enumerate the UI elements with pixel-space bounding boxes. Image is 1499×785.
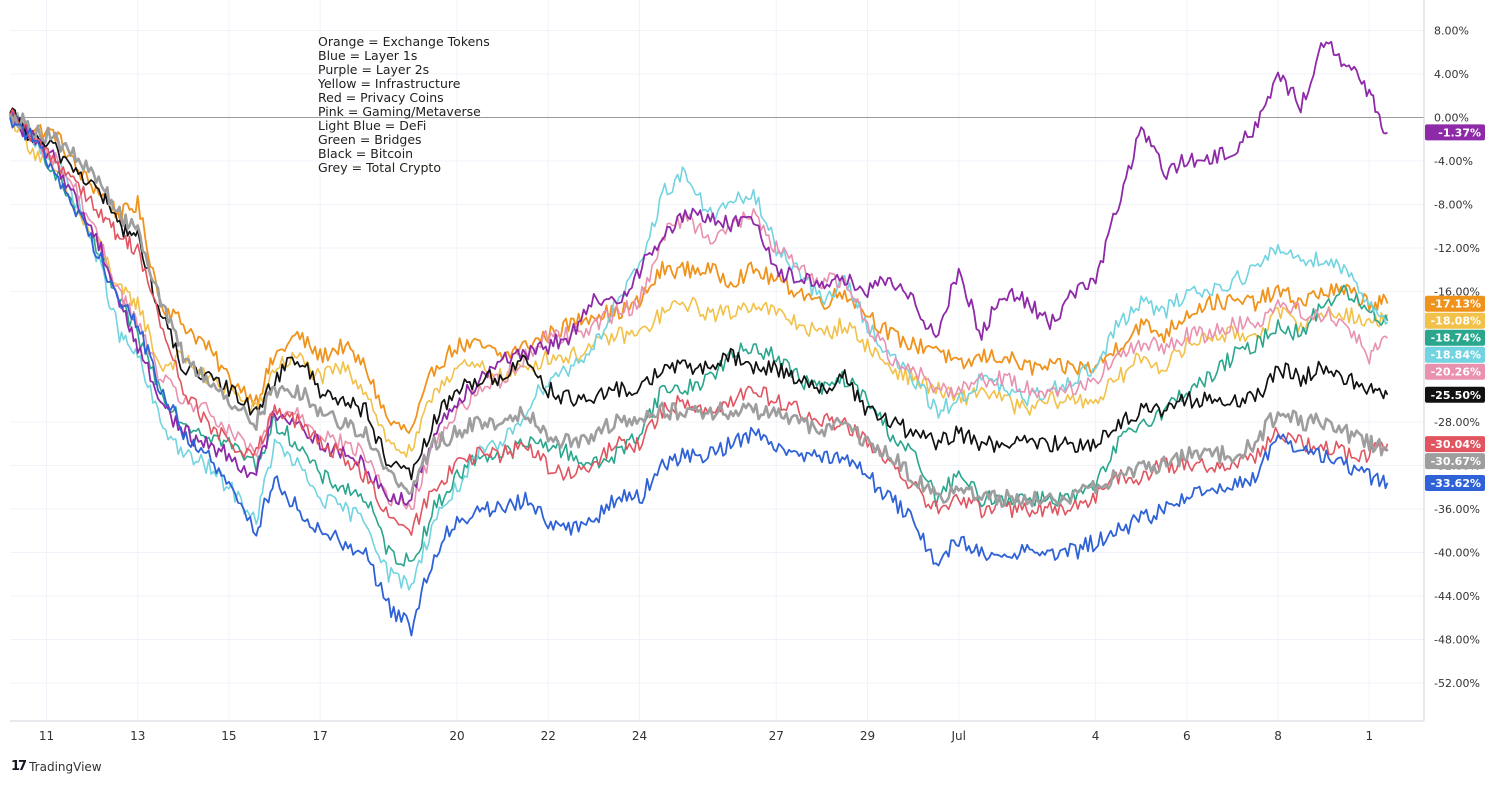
x-tick-label: 17 — [313, 729, 328, 743]
y-tick-label: 0.00% — [1434, 111, 1469, 124]
legend-line: Black = Bitcoin — [318, 146, 414, 161]
end-value-label: -18.08% — [1425, 312, 1485, 329]
end-value-text: -18.74% — [1431, 332, 1481, 345]
end-value-badge — [1425, 295, 1485, 312]
x-tick-label: Jul — [951, 729, 966, 743]
end-value-text: -33.62% — [1431, 477, 1481, 490]
x-tick-label: 13 — [130, 729, 145, 743]
end-value-text: -17.13% — [1431, 298, 1481, 311]
end-value-text: -18.84% — [1431, 349, 1481, 362]
plot-background — [10, 0, 1424, 721]
end-value-label: -18.74% — [1425, 329, 1485, 346]
y-tick-label: 4.00% — [1434, 68, 1469, 81]
chart-legend: Orange = Exchange Tokens Blue = Layer 1s… — [318, 35, 490, 175]
x-tick-label: 8 — [1274, 729, 1282, 743]
end-value-badge — [1425, 329, 1485, 346]
series-line-infrastructure — [9, 113, 1389, 458]
legend-line: Purple = Layer 2s — [318, 62, 430, 77]
end-value-text: -30.67% — [1431, 455, 1481, 468]
brand-name: TradingView — [29, 759, 102, 774]
y-tick-label: -12.00% — [1434, 242, 1480, 255]
x-tick-label: 6 — [1183, 729, 1191, 743]
y-tick-label: -16.00% — [1434, 285, 1480, 298]
end-value-label: -18.84% — [1425, 346, 1485, 363]
end-value-label: -20.26% — [1425, 363, 1485, 380]
series-group — [8, 40, 1389, 637]
end-value-badge — [1425, 346, 1485, 363]
series-line-layer-2s — [9, 40, 1388, 506]
x-tick-label: 24 — [632, 729, 647, 743]
end-value-text: -1.37% — [1438, 126, 1481, 139]
end-value-badge — [1425, 453, 1485, 470]
end-value-label: -1.37% — [1425, 124, 1485, 141]
y-tick-label: -36.00% — [1434, 503, 1480, 516]
tradingview-logo-icon: 17 — [11, 759, 27, 774]
end-value-label: -30.67% — [1425, 453, 1485, 470]
end-value-label: -30.04% — [1425, 436, 1485, 453]
end-value-text: -18.08% — [1431, 315, 1481, 328]
legend-line: Yellow = Infrastructure — [318, 76, 461, 91]
x-tick-label: 15 — [221, 729, 236, 743]
x-tick-label: 22 — [541, 729, 556, 743]
y-tick-label: -44.00% — [1434, 590, 1480, 603]
x-tick-label: 20 — [449, 729, 464, 743]
end-value-text: -20.26% — [1431, 366, 1481, 379]
series-line-gaming-metaverse — [9, 110, 1389, 511]
series-line-exchange-tokens — [9, 109, 1389, 434]
end-value-badge — [1425, 475, 1485, 492]
legend-line: Light Blue = DeFi — [318, 118, 427, 133]
end-value-label: -25.50% — [1425, 386, 1485, 403]
y-tick-label: -8.00% — [1434, 198, 1473, 211]
y-tick-label: -48.00% — [1434, 633, 1480, 646]
end-value-text: -30.04% — [1431, 438, 1481, 451]
legend-line: Red = Privacy Coins — [318, 90, 444, 105]
series-line-bitcoin — [9, 107, 1389, 481]
x-tick-label: 27 — [769, 729, 784, 743]
x-tick-label: 4 — [1092, 729, 1100, 743]
end-value-text: -25.50% — [1431, 389, 1481, 402]
end-value-badge — [1425, 436, 1485, 453]
y-tick-label: -40.00% — [1434, 546, 1480, 559]
end-value-badge — [1425, 312, 1485, 329]
x-tick-label: 11 — [39, 729, 54, 743]
x-tick-label: 29 — [860, 729, 875, 743]
end-value-label: -17.13% — [1425, 295, 1485, 312]
tradingview-brand[interactable]: 17 TradingView — [11, 759, 102, 774]
x-tick-label: 1 — [1365, 729, 1373, 743]
y-tick-label: -52.00% — [1434, 677, 1480, 690]
y-tick-label: -4.00% — [1434, 155, 1473, 168]
y-tick-label: -28.00% — [1434, 416, 1480, 429]
end-value-badge — [1425, 386, 1485, 403]
legend-line: Green = Bridges — [318, 132, 422, 147]
legend-line: Grey = Total Crypto — [318, 160, 441, 175]
legend-line: Orange = Exchange Tokens — [318, 34, 490, 49]
end-value-badge — [1425, 363, 1485, 380]
legend-line: Pink = Gaming/Metaverse — [318, 104, 481, 119]
end-value-badge — [1425, 124, 1485, 141]
legend-line: Blue = Layer 1s — [318, 48, 418, 63]
end-value-label: -33.62% — [1425, 475, 1485, 492]
series-line-layer-1s — [9, 117, 1389, 637]
y-tick-label: 8.00% — [1434, 24, 1469, 37]
series-line-total-crypto — [8, 112, 1389, 508]
